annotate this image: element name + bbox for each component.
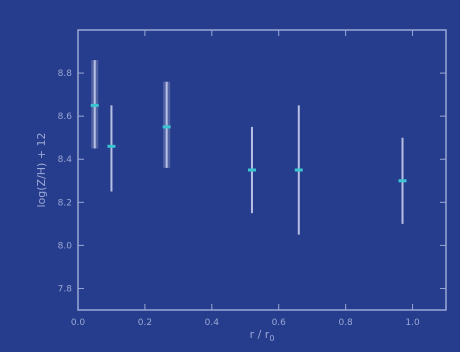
x-tick-label: 0.2 xyxy=(138,318,152,328)
y-tick-group: 7.8 8.0 8.2 8.4 8.6 8.8 xyxy=(58,69,446,294)
x-tick-label: 1.0 xyxy=(405,318,420,328)
x-axis-label-sub: 0 xyxy=(269,334,274,343)
x-tick-group: 0.0 0.2 0.4 0.6 0.8 1.0 xyxy=(71,30,420,328)
y-tick-label: 8.0 xyxy=(58,241,73,251)
data-point xyxy=(107,144,116,148)
data-point xyxy=(90,103,99,107)
data-point xyxy=(247,168,256,172)
y-tick-label: 8.4 xyxy=(58,155,73,165)
wide-errorbar-group xyxy=(91,60,171,168)
y-tick-label: 8.2 xyxy=(58,198,72,208)
marker-group xyxy=(90,103,407,183)
x-axis-label: r / r0 xyxy=(250,328,275,343)
x-tick-label: 0.4 xyxy=(205,318,220,328)
errorbar-group xyxy=(93,60,404,235)
data-point xyxy=(162,125,171,129)
data-point xyxy=(294,168,303,172)
y-axis-label: log(Z/H) + 12 xyxy=(35,132,48,207)
y-tick-label: 8.8 xyxy=(58,69,73,79)
x-tick-label: 0.8 xyxy=(338,318,353,328)
x-axis-label-main: r / r xyxy=(250,328,270,341)
data-point xyxy=(398,179,407,183)
x-tick-label: 0.0 xyxy=(71,318,86,328)
y-tick-label: 7.8 xyxy=(58,284,73,294)
plot-frame xyxy=(77,29,447,311)
y-tick-label: 8.6 xyxy=(58,112,73,122)
x-tick-label: 0.6 xyxy=(272,318,287,328)
